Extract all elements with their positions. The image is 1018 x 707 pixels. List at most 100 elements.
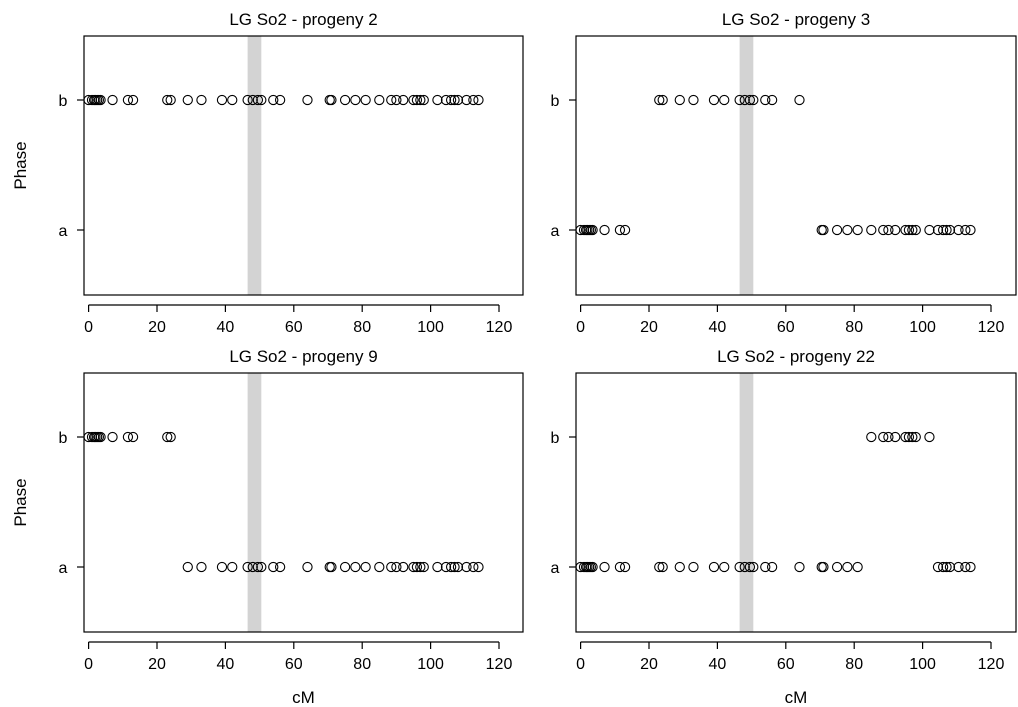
data-point-a (794, 561, 805, 573)
x-tick-label: 0 (576, 656, 585, 673)
data-point-b (924, 431, 935, 443)
data-point-b (127, 431, 139, 443)
data-point-b (657, 94, 668, 106)
data-point-b (411, 94, 423, 106)
x-tick-label: 80 (353, 656, 371, 673)
x-axis-title: cM (292, 688, 315, 707)
data-point-a (760, 561, 771, 573)
highlight-band (247, 36, 262, 295)
data-point-a (350, 561, 361, 573)
y-axis-title: Phase (11, 478, 30, 526)
x-tick-label: 40 (217, 319, 235, 336)
plot-frame (575, 372, 1017, 633)
data-point-b (122, 94, 134, 106)
x-tick-label: 100 (417, 656, 444, 673)
data-point-a (941, 561, 952, 573)
data-point-a (937, 561, 949, 573)
data-point-a (408, 561, 419, 573)
data-point-b (900, 431, 911, 443)
data-point-a (418, 561, 429, 573)
data-point-a (657, 561, 668, 573)
x-tick-label: 20 (640, 319, 658, 336)
x-tick-label: 80 (845, 319, 863, 336)
data-point-a (852, 224, 863, 236)
data-point-a (960, 561, 971, 573)
data-point-a (411, 561, 423, 573)
highlight-band (739, 373, 754, 632)
data-point-a (360, 561, 371, 573)
data-point-a (890, 224, 901, 236)
data-point-a (883, 224, 894, 236)
data-point-b (432, 94, 443, 106)
data-point-a (932, 224, 944, 236)
data-point-b (910, 431, 921, 443)
data-point-b (654, 94, 665, 106)
data-point-a (674, 561, 685, 573)
data-point-b (734, 94, 745, 106)
x-tick-label: 100 (909, 656, 936, 673)
data-point-a (910, 224, 921, 236)
x-tick-label: 60 (285, 319, 303, 336)
data-point-a (842, 224, 853, 236)
plot-frame (575, 35, 1017, 296)
data-point-a (391, 561, 402, 573)
data-point-b (302, 94, 313, 106)
data-point-a (587, 224, 598, 236)
data-point-a (944, 561, 956, 573)
data-point-a (924, 224, 935, 236)
x-tick-label: 20 (148, 319, 166, 336)
x-tick-label: 40 (709, 656, 727, 673)
data-point-a (252, 561, 264, 573)
data-point-b (907, 431, 918, 443)
data-point-a (932, 561, 944, 573)
data-point-b (386, 94, 397, 106)
chart-panel-4: LG So2 - progeny 22 a b 0 20 40 60 80 100 120 cM (551, 347, 1017, 707)
data-point-b (794, 94, 805, 106)
data-point-b (418, 94, 429, 106)
data-point-a (599, 224, 610, 236)
x-tick-label: 20 (640, 656, 658, 673)
highlight-band (247, 373, 262, 632)
data-point-b (83, 94, 94, 106)
data-point-a (866, 224, 877, 236)
data-point-a (878, 224, 889, 236)
data-point-a (268, 561, 279, 573)
data-point-b (256, 94, 267, 106)
data-point-a (619, 224, 631, 236)
x-tick-label: 40 (709, 319, 727, 336)
data-point-a (688, 561, 699, 573)
data-point-b (107, 94, 118, 106)
data-point-b (274, 94, 286, 106)
data-point-a (227, 561, 238, 573)
panel-title: LG So2 - progeny 22 (717, 347, 875, 366)
data-point-a (654, 561, 665, 573)
data-point-b (719, 94, 730, 106)
data-point-b (415, 94, 426, 106)
data-point-b (216, 94, 228, 106)
data-point-a (953, 561, 964, 573)
data-point-a (965, 561, 976, 573)
data-point-a (903, 224, 915, 236)
y-tick-label-b: b (59, 430, 68, 447)
data-point-b (182, 94, 193, 106)
chart-panel-1: LG So2 - progeny 2 a b Phase 0 20 40 60 80 100 120 (11, 10, 524, 336)
data-point-b (196, 94, 207, 106)
x-tick-label: 120 (978, 319, 1005, 336)
panel-title: LG So2 - progeny 3 (722, 10, 870, 29)
x-tick-label: 0 (84, 319, 93, 336)
data-point-b (688, 94, 699, 106)
x-tick-label: 100 (909, 319, 936, 336)
data-point-b (468, 94, 479, 106)
data-point-b (95, 94, 106, 106)
data-point-a (445, 561, 457, 573)
data-point-a (196, 561, 207, 573)
data-point-b (162, 94, 173, 106)
data-point-a (449, 561, 460, 573)
data-point-a (599, 561, 610, 573)
y-tick-label-a: a (551, 223, 560, 240)
data-point-a (216, 561, 228, 573)
x-axis-title: cM (785, 688, 808, 707)
data-point-a (748, 561, 759, 573)
chart-panel-2: LG So2 - progeny 3 a b 0 20 40 60 80 100 120 (551, 10, 1017, 336)
